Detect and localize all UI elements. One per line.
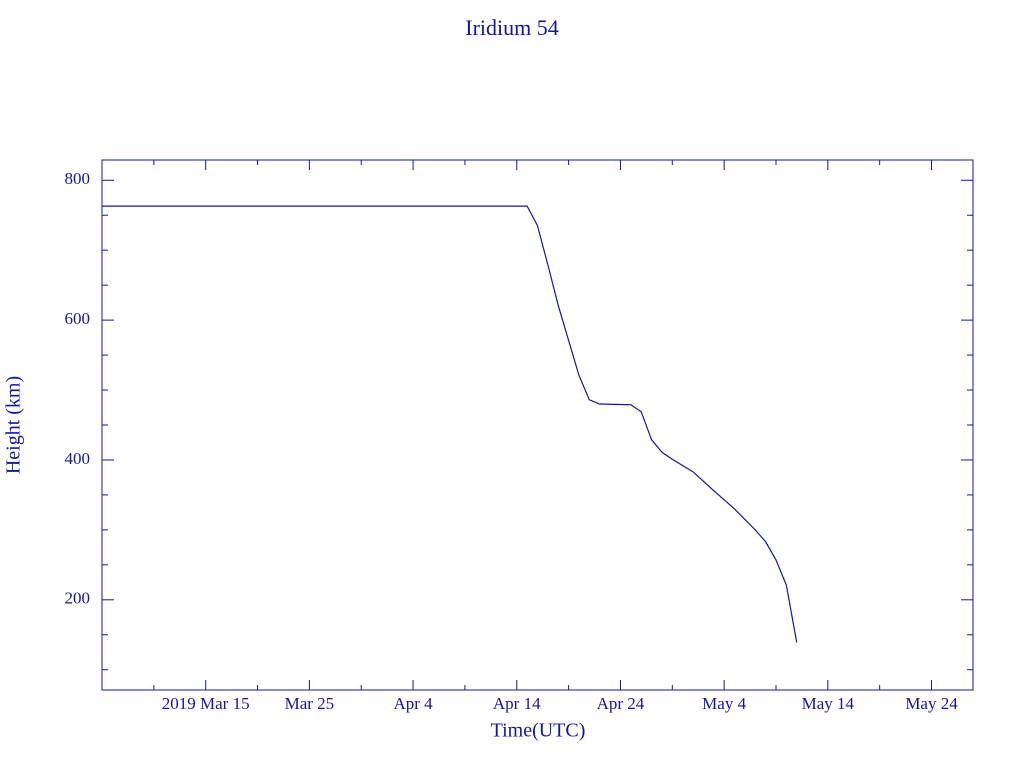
x-tick-label: May 24 — [905, 694, 958, 713]
y-axis-label: Height (km) — [3, 376, 25, 474]
chart-title: Iridium 54 — [465, 15, 559, 40]
x-tick-label: Mar 25 — [285, 694, 335, 713]
x-tick-label: Apr 14 — [493, 694, 541, 713]
data-line — [102, 205, 798, 643]
x-axis-label: Time(UTC) — [491, 720, 586, 742]
y-tick-label: 400 — [65, 449, 91, 468]
y-tick-label: 600 — [65, 309, 91, 328]
x-tick-label: May 4 — [702, 694, 746, 713]
plot-frame — [101, 159, 974, 691]
x-tick-label: Apr 4 — [393, 694, 433, 713]
x-tick-label: Apr 24 — [597, 694, 645, 713]
x-tick-label: 2019 Mar 15 — [162, 694, 250, 713]
x-tick-label: May 14 — [802, 694, 855, 713]
y-tick-label: 800 — [65, 169, 91, 188]
y-tick-label: 200 — [65, 589, 91, 608]
